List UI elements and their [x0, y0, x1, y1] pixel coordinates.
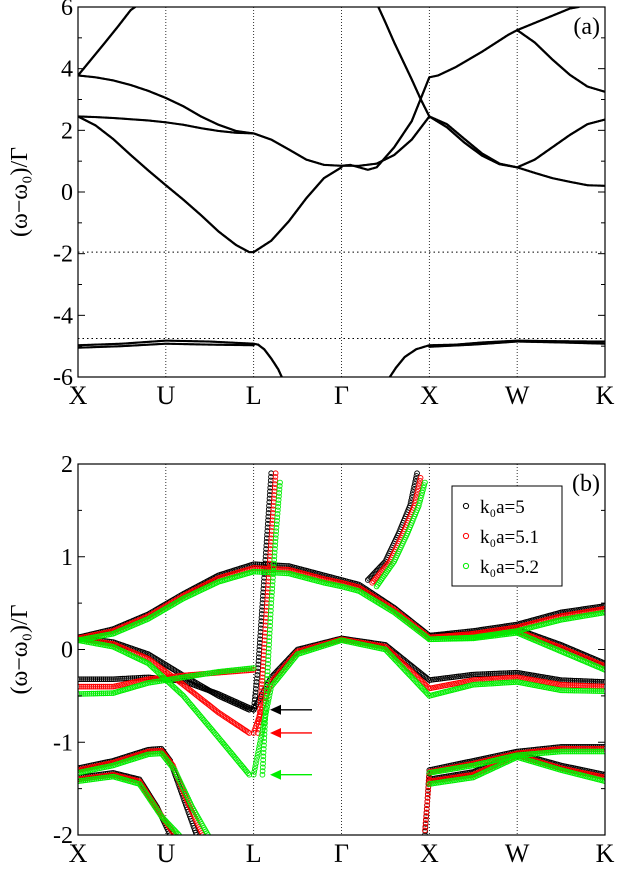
y-tick-label: 6: [61, 0, 73, 21]
data-point: [78, 676, 81, 683]
band-series-8: [377, 7, 431, 118]
data-point: [90, 676, 97, 683]
band-series-12: [78, 342, 255, 349]
x-tick-label: X: [69, 381, 88, 410]
y-tick-label: 2: [61, 118, 73, 144]
data-point: [112, 676, 118, 682]
y-tick-label: 4: [61, 57, 73, 83]
data-point: [94, 676, 101, 683]
data-point: [88, 676, 95, 683]
data-point: [78, 676, 83, 683]
data-point: [92, 676, 99, 683]
band-series-9: [428, 115, 605, 169]
y-tick-label: -2: [53, 242, 73, 268]
data-point: [131, 675, 138, 681]
band-series-6: [340, 115, 605, 187]
band-series-4: [252, 166, 343, 254]
band-series-3: [78, 115, 255, 254]
data-point: [340, 166, 343, 169]
data-point: [96, 676, 103, 683]
x-tick-label: W: [505, 381, 530, 410]
data-point: [104, 676, 111, 683]
data-point: [118, 675, 124, 682]
band-series-5: [252, 132, 343, 167]
x-tick-label: Γ: [334, 381, 349, 410]
data-point: [82, 676, 89, 683]
plot-frame: [77, 6, 606, 378]
band-series-14: [388, 339, 605, 377]
data-point: [252, 344, 255, 347]
band-series-13: [256, 343, 283, 377]
y-axis-label: (ω−ω₀)/Γ: [7, 147, 33, 237]
band-series-7: [340, 7, 580, 171]
data-layer: [78, 7, 605, 377]
band-series-1: [78, 74, 255, 135]
data-point: [86, 676, 93, 683]
data-point: [100, 676, 107, 683]
y-tick-label: 0: [61, 180, 73, 206]
data-point: [106, 676, 113, 683]
band-series-10: [516, 29, 605, 93]
y-tick-label: -6: [53, 365, 73, 391]
data-point: [110, 676, 116, 683]
band-series-11: [78, 339, 260, 347]
panel-label: (a): [573, 14, 600, 40]
band-series-15: [428, 340, 605, 348]
y-tick-label: -4: [53, 303, 73, 329]
data-point: [84, 676, 91, 683]
data-point: [116, 676, 122, 682]
x-tick-label: K: [596, 381, 615, 410]
panel-a: -6 -4 -2 0 2 4 6 X U L Γ X W K (ω−ω₀)/Γ (a): [7, 0, 615, 410]
data-point: [108, 676, 115, 683]
data-point: [81, 676, 87, 683]
x-tick-label: L: [246, 381, 262, 410]
data-point: [120, 675, 126, 682]
data-point: [133, 675, 140, 681]
data-point: [121, 675, 128, 682]
x-tick-label: U: [156, 381, 175, 410]
x-tick-label: X: [420, 381, 439, 410]
data-point: [114, 676, 120, 682]
band-series-0: [78, 7, 137, 77]
data-point: [98, 676, 105, 683]
data-point: [102, 676, 109, 683]
data-layer: [78, 470, 605, 835]
data-point: [79, 676, 85, 683]
